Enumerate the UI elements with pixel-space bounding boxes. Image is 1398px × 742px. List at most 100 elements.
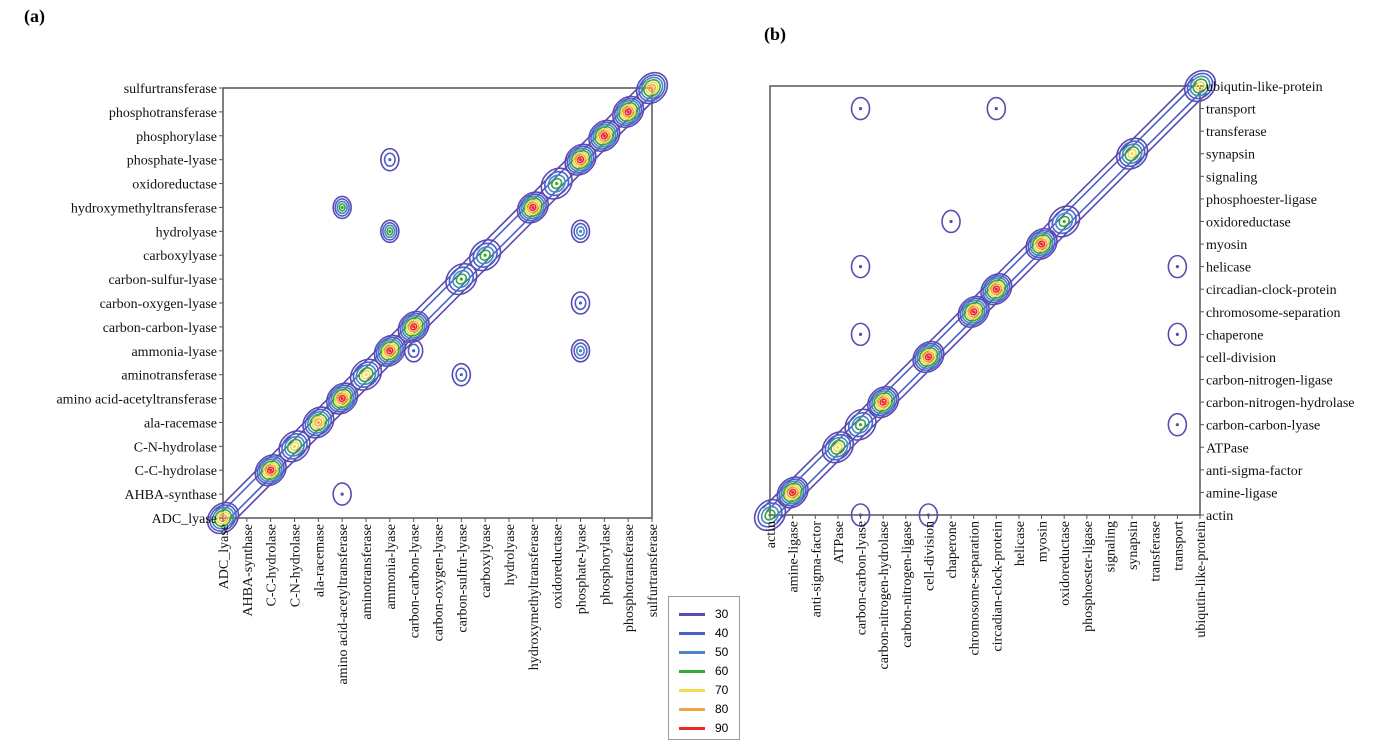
contour-peak-a-oxidoreductase-oxidoreductase <box>540 167 573 200</box>
ytick-label-a-carbon-sulfur-lyase: carbon-sulfur-lyase <box>108 273 217 288</box>
xtick-label-a-phosphorylase: phosphorylase <box>598 524 613 605</box>
ytick-label-a-oxidoreductase: oxidoreductase <box>132 178 217 193</box>
contour-peak-b-myosin-myosin <box>1025 227 1058 261</box>
legend-label-30: 30 <box>715 607 729 621</box>
ytick-label-a-phosphotransferase: phosphotransferase <box>109 106 217 121</box>
contour-legend: 30 40 50 60 70 80 90 <box>668 596 740 740</box>
legend-item-60: 60 <box>669 662 739 680</box>
contour-peak-b-transport-helicase <box>1167 254 1188 279</box>
xtick-label-b-signaling: signaling <box>1103 521 1118 572</box>
ytick-label-a-ahba-synthase: AHBA-synthase <box>124 488 217 503</box>
legend-label-80: 80 <box>715 702 729 716</box>
contour-peak-b-amine-ligase-amine-ligase <box>776 476 809 509</box>
legend-label-60: 60 <box>715 664 729 678</box>
contour-peak-b-transport-chaperone <box>1167 322 1188 347</box>
contour-peak-a-amino-acid-acetyltransferase-ahba-synthase <box>332 482 352 506</box>
xtick-label-a-carboxylyase: carboxylyase <box>479 524 494 598</box>
panel-b-frame <box>769 85 1201 516</box>
legend-item-30: 30 <box>669 605 739 623</box>
legend-swatch-50 <box>679 651 705 654</box>
legend-item-70: 70 <box>669 681 739 699</box>
ytick-label-a-adc-lyase: ADC_lyase <box>152 512 217 527</box>
contour-peak-a-ammonia-lyase-phosphate-lyase <box>380 147 400 172</box>
xtick-label-a-carbon-oxygen-lyase: carbon-oxygen-lyase <box>432 524 447 641</box>
ytick-label-b-ubiqutin-like-protein: ubiqutin-like-protein <box>1206 80 1323 95</box>
contour-peak-a-carboxylyase-carboxylyase <box>468 239 502 272</box>
contour-peak-b-transport-carbon-carbon-lyase <box>1167 412 1188 437</box>
legend-label-90: 90 <box>715 721 729 735</box>
contour-peak-b-ubiqutin-like-protein-ubiqutin-like-protein <box>1183 69 1217 103</box>
ytick-label-a-carbon-oxygen-lyase: carbon-oxygen-lyase <box>100 297 217 312</box>
xtick-label-b-amine-ligase: amine-ligase <box>787 521 802 593</box>
xtick-label-b-myosin: myosin <box>1036 521 1051 562</box>
legend-label-70: 70 <box>715 683 729 697</box>
legend-item-90: 90 <box>669 719 739 737</box>
ytick-label-b-helicase: helicase <box>1206 261 1251 276</box>
ytick-label-b-anti-sigma-factor: anti-sigma-factor <box>1206 464 1303 479</box>
ytick-label-b-transferase: transferase <box>1206 125 1267 140</box>
ytick-label-b-carbon-carbon-lyase: carbon-carbon-lyase <box>1206 419 1320 434</box>
xtick-label-a-c-c-hydrolase: C-C-hydrolase <box>265 524 280 606</box>
contour-peak-a-adc-lyase-adc-lyase <box>206 501 240 535</box>
ytick-label-a-phosphorylase: phosphorylase <box>136 130 217 145</box>
panel-b-label: (b) <box>764 24 786 44</box>
contour-peak-a-ammonia-lyase-ammonia-lyase <box>373 334 407 367</box>
contour-peak-b-circadian-clock-protein-transport <box>986 96 1007 121</box>
ytick-label-b-transport: transport <box>1206 103 1256 118</box>
contour-peak-a-ammonia-lyase-hydrolyase <box>380 219 400 244</box>
legend-item-50: 50 <box>669 643 739 661</box>
contour-peak-a-c-n-hydrolase-c-n-hydrolase <box>278 430 311 463</box>
legend-item-80: 80 <box>669 700 739 718</box>
contour-peak-a-phosphate-lyase-hydrolyase <box>570 219 591 244</box>
xtick-label-b-carbon-nitrogen-hydrolase: carbon-nitrogen-hydrolase <box>877 521 892 670</box>
xtick-label-b-carbon-carbon-lyase: carbon-carbon-lyase <box>855 521 870 635</box>
xtick-label-a-amino-acid-acetyltransferase: amino acid-acetyltransferase <box>336 524 351 685</box>
contour-peak-b-carbon-nitrogen-hydrolase-carbon-nitrogen-hydrolase <box>866 385 900 419</box>
contour-peak-a-c-c-hydrolase-c-c-hydrolase <box>254 454 287 487</box>
panel-a-plot: ADC_lyase AHBA-synthase C-C-hydrolase C-N-h… <box>56 71 669 685</box>
xtick-label-a-hydrolyase: hydrolyase <box>503 524 518 585</box>
contour-peak-b-oxidoreductase-oxidoreductase <box>1048 205 1081 238</box>
xtick-label-a-carbon-sulfur-lyase: carbon-sulfur-lyase <box>455 524 470 633</box>
xtick-label-a-c-n-hydrolase: C-N-hydrolase <box>289 524 304 607</box>
xtick-label-b-oxidoreductase: oxidoreductase <box>1058 521 1073 606</box>
xtick-label-b-helicase: helicase <box>1013 521 1028 566</box>
xtick-label-a-ammonia-lyase: ammonia-lyase <box>384 524 399 610</box>
xtick-label-a-phosphate-lyase: phosphate-lyase <box>575 524 590 614</box>
contour-peak-b-circadian-clock-protein-circadian-clock-protein <box>980 273 1013 306</box>
ytick-label-b-oxidoreductase: oxidoreductase <box>1206 215 1291 230</box>
ytick-label-a-sulfurtransferase: sulfurtransferase <box>124 82 217 97</box>
xtick-label-a-ala-racemase: ala-racemase <box>312 524 327 597</box>
contour-peak-b-synapsin-synapsin <box>1115 137 1149 170</box>
legend-label-50: 50 <box>715 645 729 659</box>
ytick-label-a-carboxylyase: carboxylyase <box>143 249 217 264</box>
xtick-label-b-phosphoester-ligase: phosphoester-ligase <box>1081 521 1096 632</box>
xtick-label-a-ahba-synthase: AHBA-synthase <box>241 524 256 617</box>
legend-label-40: 40 <box>715 626 729 640</box>
contour-peak-a-sulfurtransferase-sulfurtransferase <box>635 71 669 105</box>
panel-b-plot: actin amine-ligase anti-sigma-factor ATPase… <box>753 69 1355 670</box>
ytick-label-b-cell-division: cell-division <box>1206 351 1276 366</box>
xtick-label-a-adc-lyase: ADC_lyase <box>217 524 232 589</box>
legend-item-40: 40 <box>669 624 739 642</box>
xtick-label-b-atpase: ATPase <box>832 521 847 564</box>
ytick-label-a-c-n-hydrolase: C-N-hydrolase <box>134 440 217 455</box>
xtick-label-b-transport: transport <box>1171 521 1186 571</box>
xtick-label-a-aminotransferase: aminotransferase <box>360 524 375 620</box>
contour-peak-b-carbon-carbon-lyase-chaperone <box>850 322 871 347</box>
ytick-label-b-circadian-clock-protein: circadian-clock-protein <box>1206 283 1337 298</box>
contour-peak-a-carbon-carbon-lyase-ammonia-lyase <box>403 338 424 363</box>
panel-a-label: (a) <box>24 6 45 26</box>
xtick-label-b-ubiqutin-like-protein: ubiqutin-like-protein <box>1194 521 1209 638</box>
contour-peak-a-aminotransferase-aminotransferase <box>349 358 383 391</box>
ytick-label-b-signaling: signaling <box>1206 170 1257 185</box>
ytick-label-a-ala-racemase: ala-racemase <box>144 416 217 431</box>
legend-swatch-90 <box>679 727 705 730</box>
xtick-label-b-circadian-clock-protein: circadian-clock-protein <box>990 521 1005 652</box>
legend-swatch-70 <box>679 689 705 692</box>
contour-peak-a-ala-racemase-ala-racemase <box>302 406 335 439</box>
ytick-label-b-chaperone: chaperone <box>1206 328 1264 343</box>
xtick-label-a-carbon-carbon-lyase: carbon-carbon-lyase <box>408 524 423 638</box>
xtick-label-a-phosphotransferase: phosphotransferase <box>622 524 637 632</box>
